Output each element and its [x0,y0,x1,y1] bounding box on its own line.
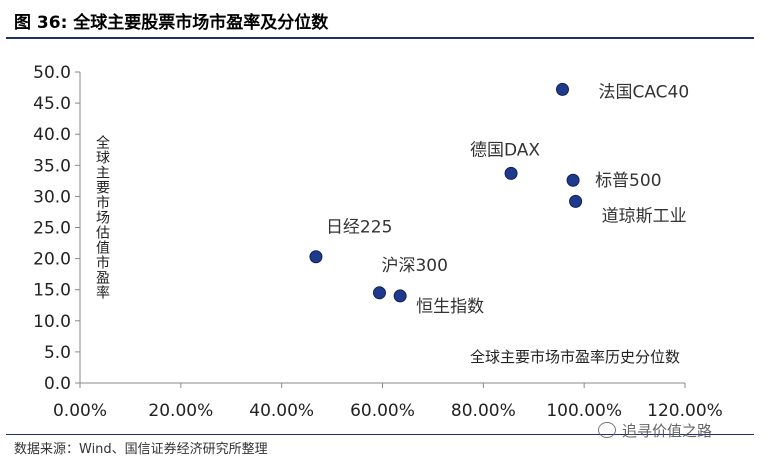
data-point [504,166,518,180]
data-label: 恒生指数 [416,297,484,317]
data-point [566,173,580,187]
data-label: 日经225 [326,218,392,238]
data-label: 法国CAC40 [598,82,689,102]
x-tick-label: 100.00% [546,401,622,421]
title-rule [6,37,754,39]
bottom-rule [6,434,754,435]
axes: 0.0 5.0 10.0 15.0 20.0 25.0 30.0 35.0 40.0 45.0 50… [33,63,723,421]
y-tick-label: 35.0 [33,156,71,176]
y-tick-label: 5.0 [44,343,71,363]
watermark: 追寻价值之路 [598,420,712,441]
x-tick-label: 20.00% [148,401,213,421]
x-axis-label: 全球主要市场市盈率历史分位数 [470,348,681,366]
x-tick-label: 80.00% [451,401,516,421]
scatter-chart: 0.0 5.0 10.0 15.0 20.0 25.0 30.0 35.0 40.0 45.0 50… [33,63,723,421]
x-tick-label: 120.00% [647,401,723,421]
y-tick-label: 25.0 [33,219,71,239]
data-point [309,250,323,264]
figure-title: 图 36: 全球主要股票市场市盈率及分位数 [14,13,329,33]
watermark-text: 追寻价值之路 [622,422,713,440]
data-point [393,289,407,303]
data-label: 道琼斯工业 [602,206,687,226]
y-tick-label: 15.0 [33,281,71,301]
data-point [569,194,583,208]
y-tick-label: 30.0 [33,187,71,207]
data-point [372,286,386,300]
data-label: 德国DAX [470,140,540,160]
x-tick-label: 60.00% [350,401,415,421]
data-label: 标普500 [595,171,661,191]
title-bar: 图 36: 全球主要股票市场市盈率及分位数 [0,0,771,39]
y-tick-label: 45.0 [33,94,71,114]
y-tick-label: 0.0 [44,374,71,394]
x-tick-label: 0.00% [53,401,107,421]
y-tick-label: 10.0 [33,312,71,332]
y-tick-label: 40.0 [33,125,71,145]
chart-area: 0.0 5.0 10.0 15.0 20.0 25.0 30.0 35.0 40.0 45.0 50… [0,40,771,430]
source-note: 数据来源：Wind、国信证券经济研究所整理 [14,442,268,457]
y-tick-label: 50.0 [33,63,71,83]
wechat-icon [598,422,616,438]
x-tick-label: 40.00% [249,401,314,421]
y-tick-label: 20.0 [33,250,71,270]
data-label: 沪深300 [381,256,447,276]
data-point [555,82,569,96]
data-points [309,82,583,303]
y-axis-label: 全球主要市场估值市盈率 [94,135,110,300]
